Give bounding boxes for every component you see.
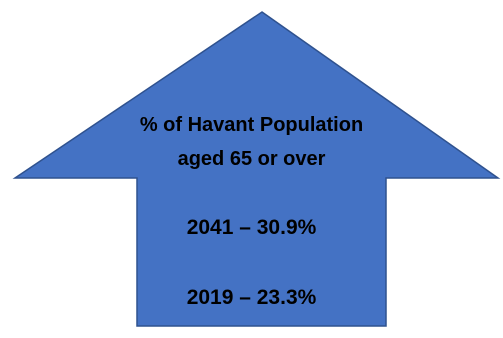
arrow-shape (12, 11, 501, 327)
stat-2019: 2019 – 23.3% (186, 286, 317, 309)
stat-2041: 2041 – 30.9% (186, 216, 317, 239)
heading-line-2: aged 65 or over (177, 148, 326, 170)
heading-line-1: % of Havant Population (139, 114, 364, 136)
